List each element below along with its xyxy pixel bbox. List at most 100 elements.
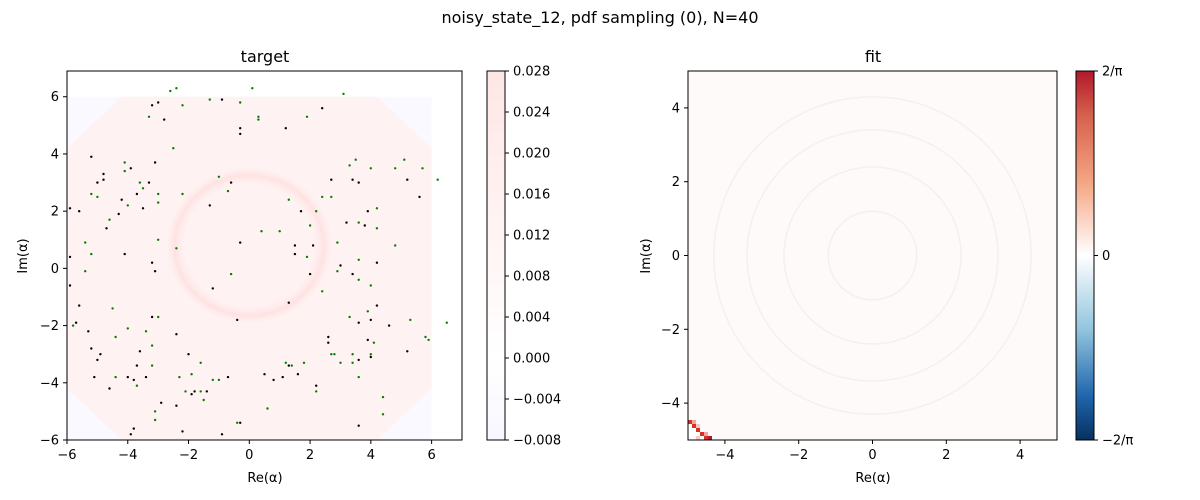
sample-point-green — [260, 230, 263, 233]
sample-point-green — [369, 167, 372, 170]
sample-point-green — [251, 87, 254, 90]
sample-point-black — [263, 373, 266, 376]
sample-point-green — [108, 218, 111, 221]
sample-point-green — [330, 353, 333, 356]
sample-point-green — [351, 361, 354, 364]
sample-point-green — [157, 315, 160, 319]
sample-point-black — [330, 178, 333, 181]
colorbar-tick-label: −2/π — [1102, 434, 1134, 449]
sample-point-green — [239, 101, 242, 104]
sample-point-green — [348, 315, 351, 319]
y-tick-label: −4 — [661, 397, 680, 412]
sample-point-green — [178, 375, 181, 379]
y-tick-label: 0 — [672, 249, 680, 264]
sample-point-black — [321, 107, 324, 110]
colorbar-tick-label: 0.008 — [513, 270, 550, 285]
colorbar-tick-label: 0.020 — [513, 147, 550, 162]
sample-point-black — [157, 101, 160, 104]
sample-point-black — [357, 358, 360, 362]
sample-point-black — [93, 375, 96, 379]
sample-point-green — [278, 230, 281, 233]
sample-point-green — [436, 178, 439, 181]
sample-point-black — [311, 244, 315, 247]
sample-point-green — [135, 384, 139, 387]
sample-point-green — [357, 258, 360, 261]
fit-corner-cell — [696, 428, 700, 432]
sample-point-black — [296, 373, 300, 376]
x-tick-label: −2 — [179, 448, 198, 463]
sample-point-black — [351, 272, 354, 276]
sample-point-black — [293, 252, 297, 256]
sample-point-black — [345, 221, 348, 224]
sample-point-green — [181, 104, 184, 107]
sample-point-green — [342, 92, 345, 96]
fit-corner-cell — [692, 432, 696, 436]
sample-point-black — [120, 198, 123, 201]
sample-point-green — [424, 335, 427, 339]
sample-point-black — [406, 178, 409, 181]
fit-corner-cell — [700, 428, 704, 432]
sample-point-green — [181, 192, 184, 196]
figure-suptitle: noisy_state_12, pdf sampling (0), N=40 — [442, 8, 759, 28]
colorbar-tick-label: 0.024 — [513, 106, 550, 121]
colorbar-tick-label: 0.004 — [513, 311, 550, 326]
sample-point-black — [327, 335, 330, 339]
y-tick-label: 2 — [672, 175, 680, 190]
fit-corner-cell — [700, 432, 704, 436]
colorbar-tick-label: −0.004 — [513, 393, 561, 408]
sample-point-black — [141, 207, 145, 210]
sample-point-black — [105, 227, 108, 230]
sample-point-green — [305, 255, 309, 259]
sample-point-black — [239, 421, 242, 424]
sample-point-green — [375, 227, 379, 230]
x-tick-label: 2 — [306, 448, 314, 463]
target-colorbar-gradient — [486, 70, 506, 441]
sample-point-green — [305, 115, 309, 119]
target-axes-frame — [66, 70, 463, 441]
target-field-ring — [166, 167, 333, 324]
sample-point-green — [366, 310, 369, 313]
sample-point-black — [205, 390, 208, 393]
sample-point-green — [403, 158, 406, 161]
sample-point-green — [257, 115, 260, 119]
sample-point-black — [239, 132, 242, 136]
sample-point-black — [351, 178, 354, 181]
sample-point-green — [175, 87, 178, 90]
sample-point-black — [153, 161, 157, 164]
sample-point-black — [175, 333, 178, 336]
sample-point-black — [287, 364, 290, 367]
fit-corner-cell — [704, 432, 708, 436]
sample-point-black — [239, 127, 242, 130]
sample-point-green — [150, 364, 154, 367]
fit-corner-cell — [696, 436, 700, 440]
sample-point-black — [102, 172, 105, 176]
sample-point-green — [126, 327, 129, 330]
sample-point-green — [351, 353, 354, 356]
sample-point-black — [74, 321, 78, 324]
target-title: target — [241, 47, 290, 66]
sample-point-black — [220, 433, 224, 436]
x-tick-label: −6 — [57, 448, 76, 463]
sample-point-green — [208, 98, 211, 101]
fit-corner-cell — [688, 432, 692, 436]
sample-point-black — [68, 255, 72, 259]
sample-point-green — [302, 361, 306, 364]
y-tick-label: −4 — [40, 376, 59, 391]
y-tick-label: 4 — [672, 101, 680, 116]
sample-point-black — [87, 330, 90, 333]
fit-colorbar-gradient — [1075, 70, 1095, 441]
fit-corner-cell — [692, 420, 696, 424]
target-heatmap — [67, 96, 432, 440]
sample-point-green — [157, 201, 160, 204]
y-tick-label: 2 — [51, 205, 59, 220]
target-ylabel: Im(α) — [16, 238, 31, 273]
sample-point-black — [68, 207, 72, 210]
sample-point-green — [96, 195, 99, 199]
fit-field-ring — [783, 166, 962, 345]
sample-point-black — [147, 181, 151, 184]
sample-point-black — [181, 430, 184, 433]
y-tick-label: 0 — [51, 262, 59, 277]
sample-point-black — [375, 304, 379, 307]
colorbar-tick-label: 0.016 — [513, 188, 550, 203]
sample-point-black — [366, 210, 369, 213]
